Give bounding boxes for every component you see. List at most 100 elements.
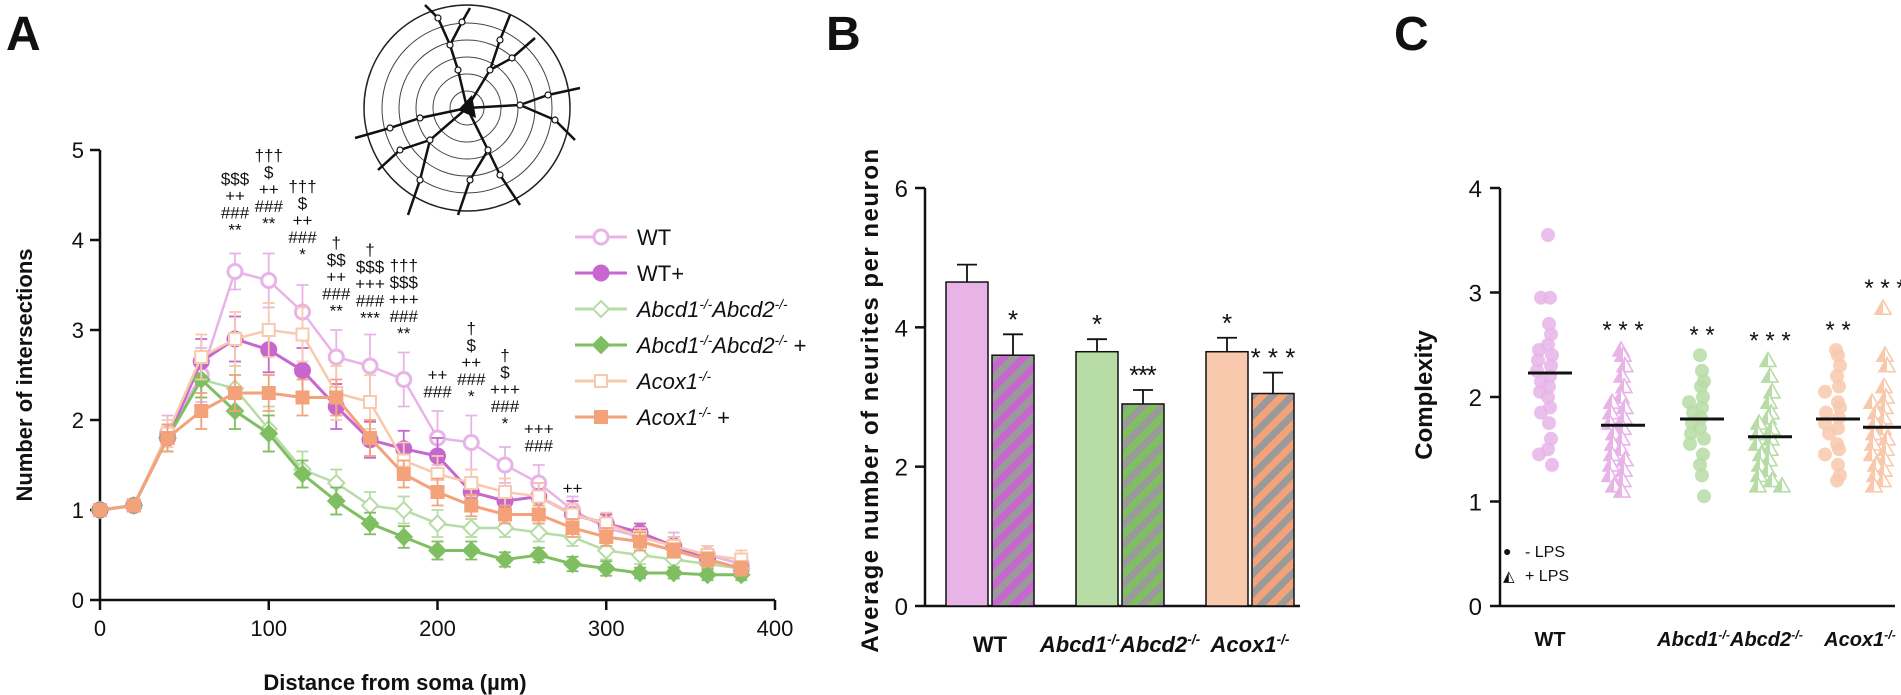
superscript: -/- xyxy=(699,297,712,312)
scatter-point xyxy=(1832,442,1846,457)
scatter-point xyxy=(1693,457,1707,472)
scatter-point-half xyxy=(1751,415,1759,430)
y-tick-label: 4 xyxy=(895,315,908,342)
data-point xyxy=(294,362,311,379)
scatter-point-half xyxy=(1865,436,1873,451)
scatter-point xyxy=(1832,379,1846,394)
scatter-point-half xyxy=(1864,394,1872,409)
legend-label: Acox1-/- + xyxy=(635,405,730,430)
scatter-point-half xyxy=(1878,441,1886,456)
scatter-point xyxy=(1697,489,1711,504)
scatter-point xyxy=(1819,405,1833,420)
scatter-point-half xyxy=(1605,436,1613,451)
data-point xyxy=(260,272,278,289)
y-tick-label: 3 xyxy=(72,318,84,343)
data-point xyxy=(396,467,411,481)
scatter-point-half xyxy=(1752,456,1760,471)
legend-marker xyxy=(591,299,611,319)
scatter-point-half xyxy=(1604,394,1612,409)
data-point xyxy=(228,332,242,346)
scatter-point xyxy=(1695,363,1709,378)
scatter-point-half xyxy=(1867,467,1875,482)
panel-b-y-label: Average number of neurites per neuron xyxy=(857,147,884,652)
data-point xyxy=(461,541,481,560)
y-tick-label: 1 xyxy=(72,498,84,523)
superscript: -/- xyxy=(1187,632,1200,647)
data-point xyxy=(126,498,141,513)
significance-marker: ### xyxy=(322,285,351,304)
scatter-point-half xyxy=(1616,462,1624,477)
scatter-point xyxy=(1697,431,1711,446)
significance-marker: * xyxy=(299,245,306,264)
scatter-point-half xyxy=(1879,430,1887,445)
significance-marker: +++ xyxy=(355,275,385,294)
scatter-point xyxy=(1542,316,1556,331)
legend-marker xyxy=(592,228,610,246)
data-point xyxy=(531,489,546,504)
bar xyxy=(1205,350,1249,607)
scatter-point-half xyxy=(1617,357,1625,372)
significance-marker: ** xyxy=(228,221,242,240)
x-tick-label: 0 xyxy=(94,616,106,641)
scatter-point xyxy=(1542,416,1556,431)
superscript: -/- xyxy=(775,297,788,312)
significance-marker: $ xyxy=(298,194,308,213)
data-point xyxy=(428,541,447,560)
significance-marker: * xyxy=(1138,360,1148,390)
significance-marker: † xyxy=(467,319,476,338)
y-tick-label: 0 xyxy=(1469,594,1482,621)
scatter-point-half xyxy=(1867,415,1875,430)
legend-filled-circle-icon: ● xyxy=(1503,543,1511,559)
scatter-point-half xyxy=(1606,477,1614,492)
panel-letter-b: B xyxy=(826,8,861,61)
data-point xyxy=(630,563,650,583)
significance-marker: ++ xyxy=(326,268,346,287)
data-point xyxy=(194,404,209,418)
significance-marker: * * * xyxy=(1251,343,1296,373)
scatter-point-half xyxy=(1760,352,1768,367)
scatter-point xyxy=(1831,348,1845,363)
data-point xyxy=(160,431,175,445)
x-category-label: Abcd1-/-Abcd2-/- xyxy=(1656,628,1803,651)
scatter-point-half xyxy=(1868,404,1876,419)
data-point xyxy=(363,431,377,445)
scatter-series-1: * * * xyxy=(1600,317,1645,498)
data-point xyxy=(194,350,209,364)
scatter-point xyxy=(1541,390,1555,404)
data-point xyxy=(327,348,345,366)
scatter-point xyxy=(1693,348,1707,363)
scatter-point-half xyxy=(1761,394,1769,409)
superscript: -/- xyxy=(1277,632,1290,647)
scatter-point-half xyxy=(1751,467,1759,482)
x-tick-label: 100 xyxy=(250,616,287,641)
y-tick-label: 5 xyxy=(72,138,84,163)
x-tick-label: 300 xyxy=(588,616,625,641)
significance-marker: +++ xyxy=(490,380,520,399)
legend-label: Abcd1-/-Abcd2-/- xyxy=(635,297,788,322)
scatter-point-half xyxy=(1617,399,1625,414)
label-part: Acox1 xyxy=(635,369,698,394)
scatter-point xyxy=(1818,384,1832,399)
scatter-point xyxy=(1534,405,1548,420)
significance-marker: $ xyxy=(264,163,274,182)
significance-marker: ††† xyxy=(390,256,418,275)
scatter-point xyxy=(1830,473,1844,488)
y-tick-label: 1 xyxy=(1469,490,1482,517)
significance-marker: *** xyxy=(360,309,380,328)
scatter-point-half xyxy=(1613,341,1621,356)
significance-marker: † xyxy=(500,346,509,365)
significance-marker: ### xyxy=(423,383,452,402)
panel-letter-c: C xyxy=(1394,8,1429,61)
superscript: -/- xyxy=(699,333,712,348)
scatter-point-half xyxy=(1764,420,1772,435)
legend-plus-lps-label: + LPS xyxy=(1525,568,1569,585)
significance-marker: $$$ xyxy=(356,258,385,277)
label-part: Abcd1 xyxy=(635,333,699,358)
data-point xyxy=(462,434,480,451)
significance-marker: $ xyxy=(500,363,510,382)
scatter-point-half xyxy=(1604,446,1612,461)
scatter-point xyxy=(1532,447,1546,462)
scatter-point-half xyxy=(1876,378,1884,393)
superscript: -/- xyxy=(1107,632,1120,647)
